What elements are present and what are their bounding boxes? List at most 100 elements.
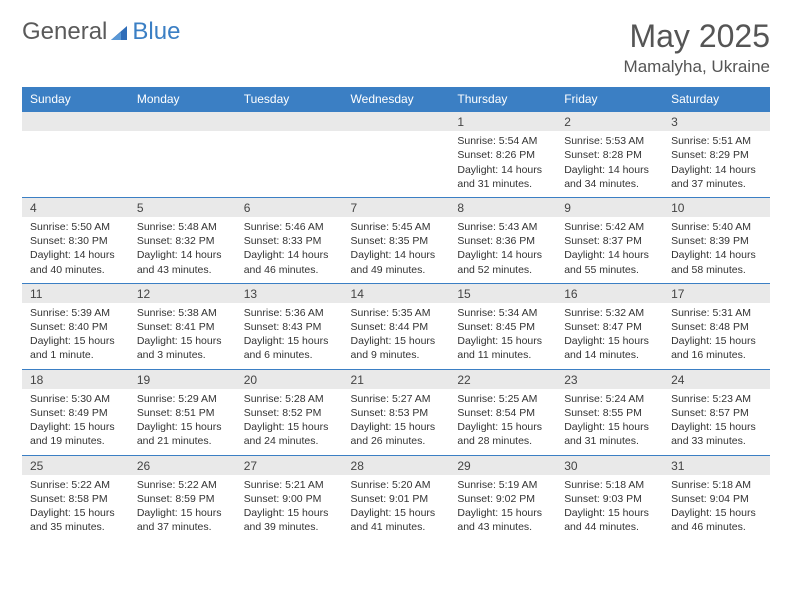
day-detail: Sunrise: 5:18 AMSunset: 9:03 PMDaylight:… [556,475,663,541]
daylight-line: Daylight: 15 hours and 6 minutes. [244,334,335,362]
day-number [343,112,450,132]
day-detail: Sunrise: 5:19 AMSunset: 9:02 PMDaylight:… [449,475,556,541]
sunset-line: Sunset: 8:41 PM [137,320,228,334]
day-number [22,112,129,132]
sunrise-line: Sunrise: 5:38 AM [137,306,228,320]
sunrise-line: Sunrise: 5:48 AM [137,220,228,234]
sunrise-line: Sunrise: 5:22 AM [30,478,121,492]
day-number: 30 [556,455,663,475]
day-number: 26 [129,455,236,475]
day-detail: Sunrise: 5:46 AMSunset: 8:33 PMDaylight:… [236,217,343,283]
weekday-header: Thursday [449,87,556,112]
sunrise-line: Sunrise: 5:39 AM [30,306,121,320]
daylight-line: Daylight: 15 hours and 1 minute. [30,334,121,362]
sunrise-line: Sunrise: 5:42 AM [564,220,655,234]
weekday-header: Friday [556,87,663,112]
sunset-line: Sunset: 8:58 PM [30,492,121,506]
day-detail: Sunrise: 5:22 AMSunset: 8:58 PMDaylight:… [22,475,129,541]
daylight-line: Daylight: 15 hours and 14 minutes. [564,334,655,362]
day-detail: Sunrise: 5:53 AMSunset: 8:28 PMDaylight:… [556,131,663,197]
day-number: 23 [556,369,663,389]
sunset-line: Sunset: 8:45 PM [457,320,548,334]
sunrise-line: Sunrise: 5:35 AM [351,306,442,320]
day-detail: Sunrise: 5:38 AMSunset: 8:41 PMDaylight:… [129,303,236,369]
day-number-row: 123 [22,112,770,132]
day-detail: Sunrise: 5:24 AMSunset: 8:55 PMDaylight:… [556,389,663,455]
daylight-line: Daylight: 15 hours and 31 minutes. [564,420,655,448]
day-detail: Sunrise: 5:18 AMSunset: 9:04 PMDaylight:… [663,475,770,541]
daylight-line: Daylight: 14 hours and 40 minutes. [30,248,121,276]
day-detail: Sunrise: 5:25 AMSunset: 8:54 PMDaylight:… [449,389,556,455]
sunset-line: Sunset: 8:49 PM [30,406,121,420]
day-number: 27 [236,455,343,475]
sunset-line: Sunset: 8:40 PM [30,320,121,334]
sunset-line: Sunset: 8:39 PM [671,234,762,248]
sunrise-line: Sunrise: 5:36 AM [244,306,335,320]
sunrise-line: Sunrise: 5:24 AM [564,392,655,406]
sunrise-line: Sunrise: 5:25 AM [457,392,548,406]
sunrise-line: Sunrise: 5:18 AM [564,478,655,492]
day-detail: Sunrise: 5:48 AMSunset: 8:32 PMDaylight:… [129,217,236,283]
day-detail: Sunrise: 5:54 AMSunset: 8:26 PMDaylight:… [449,131,556,197]
sunrise-line: Sunrise: 5:32 AM [564,306,655,320]
daylight-line: Daylight: 14 hours and 58 minutes. [671,248,762,276]
daylight-line: Daylight: 14 hours and 34 minutes. [564,163,655,191]
sunrise-line: Sunrise: 5:20 AM [351,478,442,492]
day-number: 3 [663,112,770,132]
sunrise-line: Sunrise: 5:50 AM [30,220,121,234]
sunrise-line: Sunrise: 5:19 AM [457,478,548,492]
sunrise-line: Sunrise: 5:51 AM [671,134,762,148]
day-number: 6 [236,197,343,217]
weekday-header: Tuesday [236,87,343,112]
day-detail: Sunrise: 5:43 AMSunset: 8:36 PMDaylight:… [449,217,556,283]
sunset-line: Sunset: 9:03 PM [564,492,655,506]
day-detail: Sunrise: 5:20 AMSunset: 9:01 PMDaylight:… [343,475,450,541]
sunrise-line: Sunrise: 5:18 AM [671,478,762,492]
day-detail: Sunrise: 5:27 AMSunset: 8:53 PMDaylight:… [343,389,450,455]
day-number: 12 [129,283,236,303]
day-detail [129,131,236,197]
calendar-table: SundayMondayTuesdayWednesdayThursdayFrid… [22,87,770,540]
sunset-line: Sunset: 8:43 PM [244,320,335,334]
day-detail: Sunrise: 5:34 AMSunset: 8:45 PMDaylight:… [449,303,556,369]
sunset-line: Sunset: 9:04 PM [671,492,762,506]
daylight-line: Daylight: 15 hours and 16 minutes. [671,334,762,362]
daylight-line: Daylight: 15 hours and 9 minutes. [351,334,442,362]
day-number [236,112,343,132]
day-detail [22,131,129,197]
day-detail: Sunrise: 5:21 AMSunset: 9:00 PMDaylight:… [236,475,343,541]
day-number: 19 [129,369,236,389]
day-number: 25 [22,455,129,475]
day-number-row: 18192021222324 [22,369,770,389]
day-detail: Sunrise: 5:39 AMSunset: 8:40 PMDaylight:… [22,303,129,369]
day-detail-row: Sunrise: 5:30 AMSunset: 8:49 PMDaylight:… [22,389,770,455]
day-detail: Sunrise: 5:42 AMSunset: 8:37 PMDaylight:… [556,217,663,283]
day-number: 21 [343,369,450,389]
sunset-line: Sunset: 8:55 PM [564,406,655,420]
daylight-line: Daylight: 15 hours and 43 minutes. [457,506,548,534]
sunrise-line: Sunrise: 5:34 AM [457,306,548,320]
day-detail [236,131,343,197]
weekday-header: Saturday [663,87,770,112]
day-number: 8 [449,197,556,217]
sunset-line: Sunset: 8:47 PM [564,320,655,334]
sunset-line: Sunset: 8:29 PM [671,148,762,162]
weekday-header-row: SundayMondayTuesdayWednesdayThursdayFrid… [22,87,770,112]
sunrise-line: Sunrise: 5:54 AM [457,134,548,148]
title-block: May 2025 Mamalyha, Ukraine [624,18,770,77]
sunset-line: Sunset: 8:48 PM [671,320,762,334]
day-detail: Sunrise: 5:45 AMSunset: 8:35 PMDaylight:… [343,217,450,283]
sunset-line: Sunset: 8:36 PM [457,234,548,248]
sunrise-line: Sunrise: 5:40 AM [671,220,762,234]
sunset-line: Sunset: 8:33 PM [244,234,335,248]
day-number: 29 [449,455,556,475]
daylight-line: Daylight: 15 hours and 3 minutes. [137,334,228,362]
day-number: 24 [663,369,770,389]
daylight-line: Daylight: 14 hours and 52 minutes. [457,248,548,276]
daylight-line: Daylight: 14 hours and 31 minutes. [457,163,548,191]
day-detail: Sunrise: 5:23 AMSunset: 8:57 PMDaylight:… [663,389,770,455]
day-number: 22 [449,369,556,389]
daylight-line: Daylight: 14 hours and 46 minutes. [244,248,335,276]
sunrise-line: Sunrise: 5:43 AM [457,220,548,234]
daylight-line: Daylight: 14 hours and 55 minutes. [564,248,655,276]
